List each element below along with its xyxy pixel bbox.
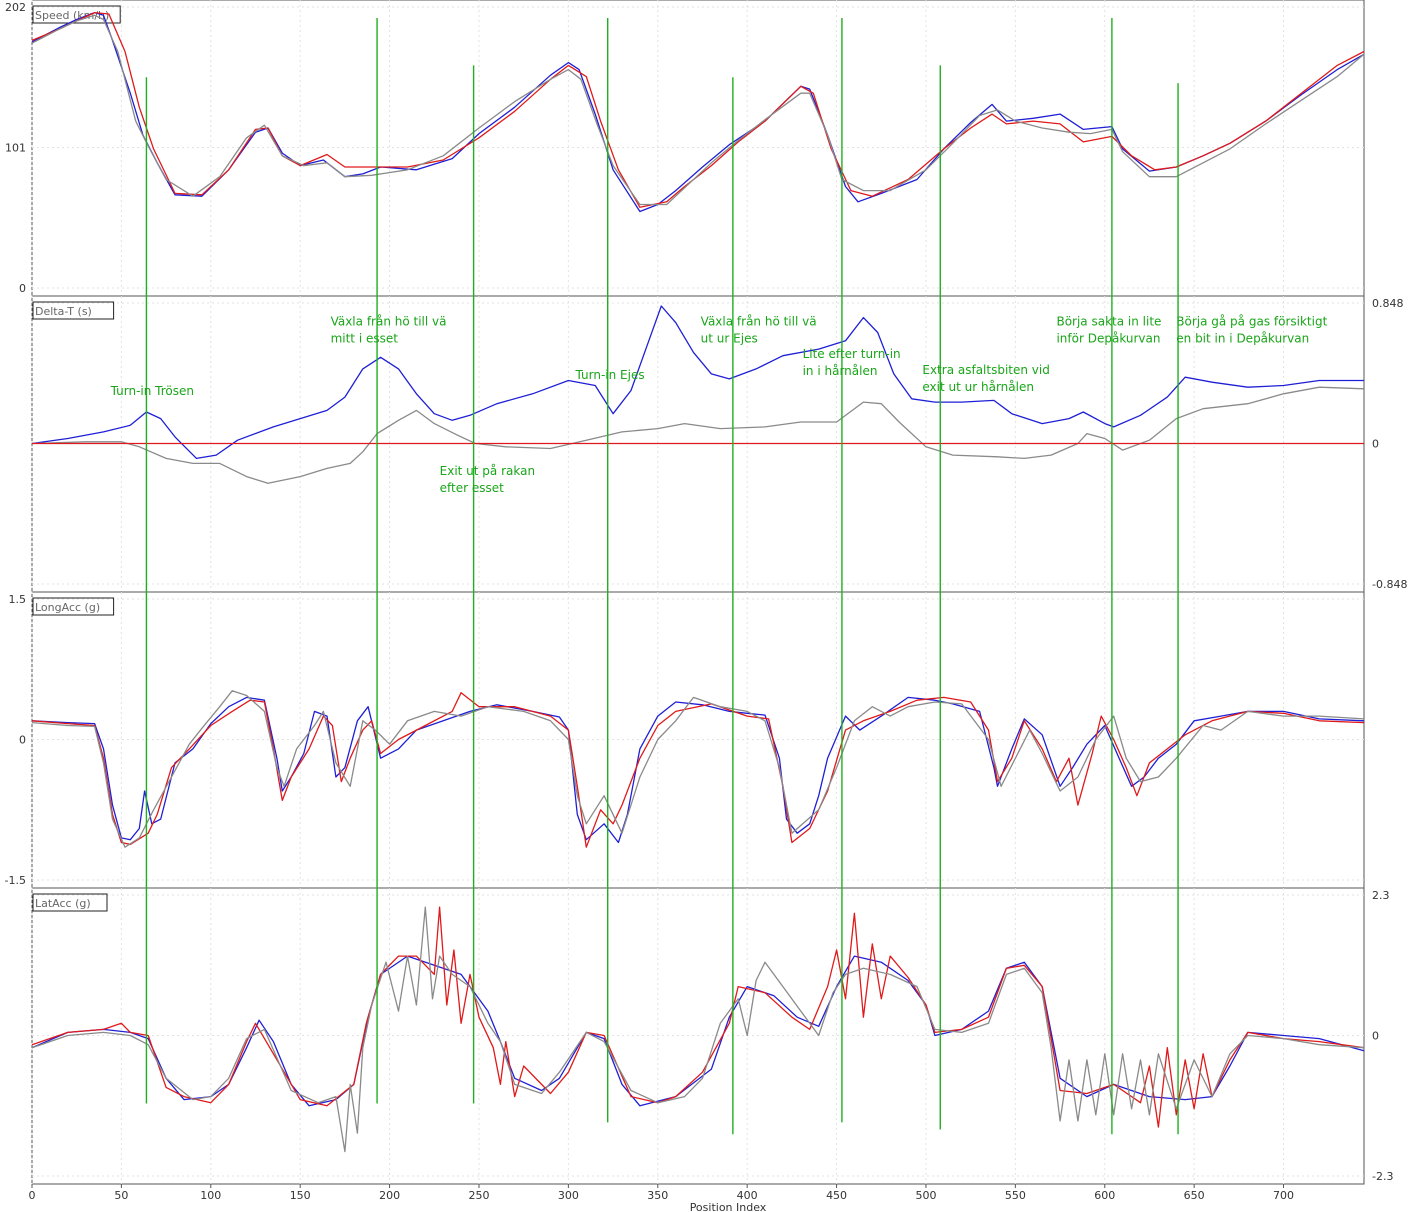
x-tick-label: 650 — [1184, 1189, 1205, 1202]
annotation-line: mitt i esset — [331, 332, 399, 346]
marker-lines-layer — [145, 18, 1179, 1135]
series-line-gray — [31, 906, 1365, 1153]
annotation: Växla från hö till vä mitt i esset — [331, 315, 447, 346]
annotation: Börja sakta in lite inför Depåkurvan — [1056, 315, 1161, 346]
panel-title-box — [32, 301, 115, 320]
panels-layer: 202 101 0 Speed (km/h) 0.848 0 -0.848 Delta-T (… — [5, 0, 1407, 1185]
x-axis-label: Position Index — [690, 1201, 767, 1212]
y-tick-label: 0 — [19, 734, 26, 747]
panel-title-box — [32, 597, 115, 616]
panel-title: Delta-T (s) — [35, 305, 92, 318]
x-tick-label: 100 — [200, 1189, 221, 1202]
panel-title: Speed (km/h) — [35, 9, 109, 22]
x-tick-label: 350 — [647, 1189, 668, 1202]
y-tick-label: 0.848 — [1372, 297, 1404, 310]
annotation-line: Börja gå på gas försiktigt — [1176, 315, 1327, 329]
panel-title: LongAcc (g) — [35, 601, 100, 614]
y-tick-label: 0 — [1372, 438, 1379, 451]
annotation: Turn-in Trösen — [110, 384, 194, 398]
x-tick-label: 700 — [1273, 1189, 1294, 1202]
annotations-layer: Turn-in Trösen Växla från hö till vä mitt … — [110, 315, 1328, 495]
annotation-line: Börja sakta in lite — [1056, 315, 1161, 329]
panel-3: 1.5 0 -1.5 LongAcc (g) — [5, 591, 1365, 889]
x-tick-label: 400 — [737, 1189, 758, 1202]
annotation: Börja gå på gas försiktigt en bit in i De… — [1176, 315, 1327, 346]
panel-title-box — [32, 5, 121, 24]
annotation-line: Turn-in Ejes — [575, 368, 645, 382]
y-tick-label: -0.848 — [1372, 578, 1407, 591]
x-tick-label: 150 — [290, 1189, 311, 1202]
y-tick-label: 0 — [19, 282, 26, 295]
y-tick-label: -2.3 — [1372, 1170, 1393, 1183]
annotation-line: exit ut ur hårnålen — [922, 380, 1034, 394]
annotation-line: Exit ut på rakan — [440, 464, 535, 478]
annotation-line: efter esset — [440, 481, 505, 495]
annotation: Lite efter turn-in in i hårnålen — [803, 347, 901, 378]
series-line-red — [31, 692, 1365, 848]
series-line-gray — [31, 690, 1365, 848]
y-tick-label: 0 — [1372, 1030, 1379, 1043]
panel-title-box — [32, 893, 108, 912]
annotation: Extra asfaltsbiten vid exit ut ur hårnåle… — [922, 363, 1049, 394]
x-axis: 0 50 100 150 200 250 300 350 400 450 500 550 600 650 7… — [29, 1184, 1294, 1212]
panel-title: LatAcc (g) — [35, 897, 91, 910]
x-tick-label: 200 — [379, 1189, 400, 1202]
annotation-line: Växla från hö till vä — [331, 315, 447, 329]
y-tick-label: 101 — [5, 142, 26, 155]
panel-2: 0.848 0 -0.848 Delta-T (s) — [31, 295, 1407, 593]
x-tick-label: 50 — [114, 1189, 128, 1202]
y-tick-label: 2.3 — [1372, 889, 1390, 902]
x-tick-label: 300 — [558, 1189, 579, 1202]
annotation-line: Växla från hö till vä — [701, 315, 817, 329]
y-tick-label: -1.5 — [5, 874, 26, 887]
annotation: Turn-in Ejes — [575, 368, 645, 382]
y-tick-label: 202 — [5, 1, 26, 14]
series-line-blue — [31, 955, 1365, 1107]
annotation-line: en bit in i Depåkurvan — [1176, 332, 1309, 346]
y-tick-label: 1.5 — [9, 593, 27, 606]
annotation-line: inför Depåkurvan — [1056, 332, 1160, 346]
series-line-blue — [31, 305, 1364, 460]
x-tick-label: 450 — [826, 1189, 847, 1202]
panel-4: 2.3 0 -2.3 LatAcc (g) — [31, 887, 1393, 1185]
series-line-gray — [31, 14, 1365, 206]
x-tick-label: 600 — [1094, 1189, 1115, 1202]
x-tick-label: 250 — [468, 1189, 489, 1202]
annotation: Exit ut på rakan efter esset — [440, 464, 535, 495]
series-line-gray — [31, 386, 1365, 484]
annotation-line: Extra asfaltsbiten vid — [922, 363, 1049, 377]
x-tick-label: 550 — [1005, 1189, 1026, 1202]
annotation-line: ut ur Ejes — [701, 332, 758, 346]
x-tick-label: 0 — [29, 1189, 36, 1202]
x-tick-label: 500 — [915, 1189, 936, 1202]
panel-1: 202 101 0 Speed (km/h) — [5, 0, 1365, 297]
annotation-line: in i hårnålen — [803, 364, 878, 378]
annotation-line: Lite efter turn-in — [803, 347, 901, 361]
annotation: Växla från hö till vä ut ur Ejes — [701, 315, 817, 346]
annotation-line: Turn-in Trösen — [110, 384, 194, 398]
